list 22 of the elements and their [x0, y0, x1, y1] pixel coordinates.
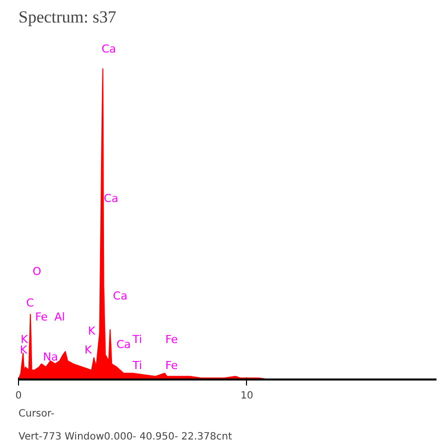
chart-title: Spectrum: s37 [18, 8, 117, 26]
annotation: C [26, 296, 34, 310]
annotation: Ti [132, 359, 142, 372]
annotation: K [88, 324, 96, 338]
text: Vert-773 Window0.000- 40.950- 22.378cnt [18, 432, 232, 442]
annotation: Na [42, 350, 58, 364]
text: Cursor- [18, 408, 55, 420]
annotation: Ca [104, 192, 118, 206]
annotation: Fe [165, 332, 178, 346]
annotation: Ca [112, 289, 128, 302]
annotation: O [32, 265, 42, 278]
annotation: K [20, 332, 29, 346]
annotation: K [84, 343, 93, 356]
annotation: K [20, 343, 28, 356]
annotation: Fe [35, 310, 48, 324]
x-tick-label: 0 [15, 390, 22, 402]
annotation: Al [54, 310, 65, 324]
text: Ca [102, 42, 116, 56]
x-tick-label: 10 [240, 390, 254, 402]
annotation: Ca [116, 338, 131, 352]
annotation: Ti [132, 332, 142, 346]
annotation: Fe [165, 359, 178, 372]
